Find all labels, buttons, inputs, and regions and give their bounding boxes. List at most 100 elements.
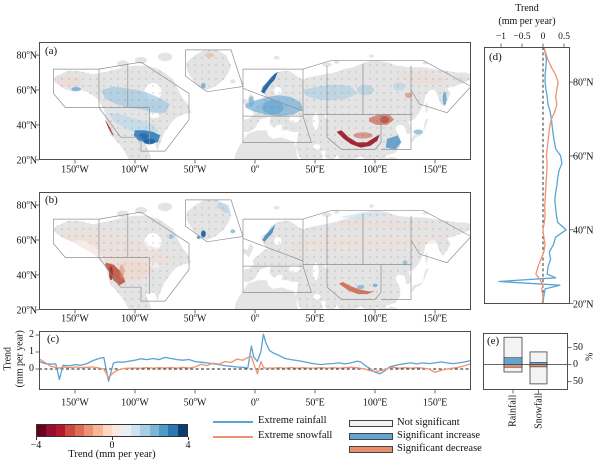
stipple-dots (53, 49, 471, 160)
colorbar-tick-label: 0 (109, 440, 115, 451)
map-panel-b-extreme-snowfall-trend (35, 192, 472, 314)
colorbar-tick (35, 437, 37, 440)
rainfall-sig-decrease (503, 364, 523, 368)
panel-label-b: (b) (45, 194, 58, 206)
panel-c-xtick-label: 100oE (362, 396, 388, 409)
snowfall-category-label: Snowfall (533, 392, 545, 429)
rainfall-sig-increase (503, 357, 523, 365)
colorbar-label: Trend (mm per year) (68, 449, 156, 460)
meridional-mean-line-chart (484, 43, 574, 305)
colorbar-tick-label: 4 (185, 440, 191, 451)
colorbar-trend (36, 424, 188, 437)
panel-d-ytick-label: 40oN (573, 223, 594, 237)
colorbar-segment (102, 425, 112, 436)
map-b-xtick-label: 50oE (305, 312, 325, 325)
map-a-xtick-label: 150oE (422, 163, 448, 176)
rainfall-legend-line (213, 421, 253, 423)
panel-d-ytick-label: 80oN (573, 76, 594, 89)
map-b-ytick-label: 20oN (16, 303, 37, 317)
panel-label-e: (e) (487, 335, 500, 347)
map-panel-a-extreme-rainfall-trend (35, 42, 472, 164)
zonal-mean-line-chart (35, 331, 472, 394)
map-a-ytick-label: 80oN (16, 49, 37, 62)
colorbar-segment (37, 425, 47, 436)
panel-c-xtick-label: 0o (250, 396, 260, 409)
map-a-xtick-label: 100oW (121, 163, 149, 176)
colorbar-segment (168, 425, 178, 436)
region-outlines (53, 49, 472, 152)
colorbar-segment (83, 425, 94, 436)
panel-e-ytick-label: 50 (573, 375, 583, 387)
map-a-ytick-label: 60oN (16, 84, 37, 97)
panel-d-ytick-label: 20oN (573, 297, 594, 310)
colorbar-segment (55, 425, 66, 436)
map-b-xtick-label: 150oE (422, 312, 448, 325)
panel-d-xtick-label: −0.5 (513, 32, 531, 42)
region-outlines (53, 199, 472, 302)
map-b-ytick-label: 60oN (16, 234, 37, 247)
panel-d-xtick-label: 0.5 (558, 32, 570, 42)
snowfall-sig-increase (529, 362, 548, 365)
snowfall-legend-line (213, 436, 253, 438)
significance-fraction-bar-chart (483, 333, 572, 394)
legend-patch-1 (349, 433, 393, 440)
map-b-ytick-label: 80oN (16, 199, 37, 212)
panel-label-a: (a) (45, 45, 58, 57)
legend-patch-label: Significant decrease (397, 443, 482, 454)
panel-c-ytick-label: 1 (29, 346, 34, 357)
colorbar-segment (158, 425, 169, 436)
colorbar-segment (65, 425, 75, 436)
map-a-xtick-label: 100oE (362, 163, 388, 176)
map-a-xtick-label: 50oW (183, 163, 207, 176)
map-a-xtick-label: 50oE (305, 163, 325, 176)
colorbar-tick (187, 437, 189, 440)
panel-c-xtick-label: 150oW (61, 396, 89, 409)
map-b-xtick-label: 100oW (121, 312, 149, 325)
legend-line-label: Extreme snowfall (258, 430, 333, 441)
colorbar-segment (149, 425, 159, 436)
panel-d-xtick-label: −1 (495, 32, 507, 42)
legend-patch-0 (349, 420, 393, 427)
colorbar-segment (74, 425, 84, 436)
panel-c-ytick-label: 0 (29, 363, 34, 374)
colorbar-segment (130, 425, 141, 436)
panel-c-ylabel-line1: Trend (2, 346, 14, 371)
map-b-xtick-label: 50oW (183, 312, 207, 325)
legend-patch-label: Significant increase (397, 430, 481, 441)
colorbar-segment (93, 425, 103, 436)
colorbar-segment (177, 425, 187, 436)
panel-d-ytick-label: 60oN (573, 149, 594, 163)
panel-c-ylabel-line2: (mm per year) (14, 330, 26, 388)
snowfall-line (38, 355, 472, 379)
colorbar-tick-label: −4 (30, 440, 42, 451)
map-a-ytick-label: 40oN (16, 118, 37, 132)
map-b-xtick-label: 0o (250, 312, 260, 325)
map-a-ytick-label: 20oN (16, 153, 37, 167)
colorbar-segment (121, 425, 131, 436)
panel-c-xtick-label: 50oW (183, 396, 207, 409)
colorbar-segment (140, 425, 150, 436)
panel-label-c: (c) (47, 333, 60, 345)
map-b-xtick-label: 150oW (61, 312, 89, 325)
panel-c-xtick-label: 150oE (422, 396, 448, 409)
snowfall-bar (529, 351, 548, 385)
snowfall-sig-decrease (529, 364, 548, 368)
map-a-xtick-label: 150oW (61, 163, 89, 176)
rainfall-line (498, 46, 567, 304)
legend-patch-2 (349, 446, 393, 453)
panel-d-xtick-label: 0 (540, 32, 546, 42)
panel-d-title-line2: (mm per year) (498, 16, 556, 27)
map-b-xtick-label: 100oE (362, 312, 388, 325)
legend-line-label: Extreme rainfall (258, 415, 327, 426)
panel-c-xtick-label: 50oE (305, 396, 325, 409)
map-a-xtick-label: 0o (250, 163, 260, 176)
panel-label-d: (d) (489, 51, 502, 63)
colorbar-segment (46, 425, 56, 436)
rainfall-line (38, 333, 472, 382)
panel-c-ytick-label: 2 (29, 329, 34, 340)
stipple-dots (53, 199, 471, 310)
colorbar-segment (112, 425, 122, 436)
snowfall-line (535, 46, 559, 304)
colorbar-tick (111, 437, 113, 440)
